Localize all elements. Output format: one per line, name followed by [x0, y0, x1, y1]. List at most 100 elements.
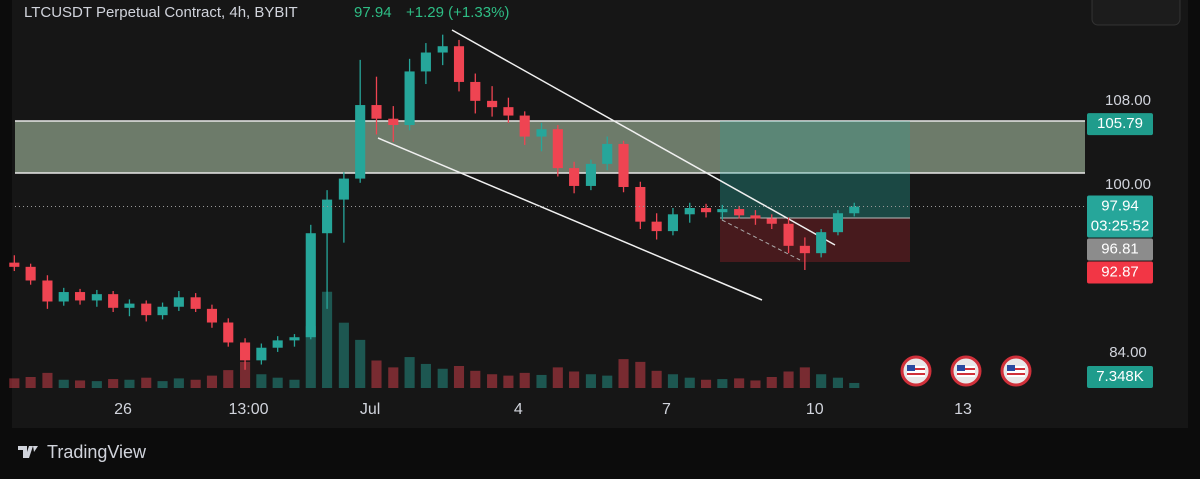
volume-bar [256, 374, 267, 388]
candle-body [420, 52, 431, 72]
trend-line [451, 29, 836, 246]
candle-body [700, 208, 712, 213]
volume-bar [108, 379, 119, 388]
candle-body [58, 292, 69, 302]
volume-bar [223, 370, 234, 388]
brand-logo[interactable]: TradingView [18, 442, 147, 462]
candle-body [437, 46, 448, 53]
candle-body [519, 115, 530, 137]
chart-panel [12, 0, 1188, 428]
volume-bar [437, 368, 448, 388]
volume-bar [91, 381, 102, 388]
volume-bar [552, 367, 563, 388]
candle-body [470, 81, 481, 101]
last-price-label: 97.94 [1101, 198, 1139, 215]
volume-bar [74, 380, 86, 388]
volume-label-box [1087, 365, 1153, 388]
series [9, 34, 860, 388]
volume-bar [470, 370, 481, 388]
volume-bar [618, 359, 629, 388]
candle-body [256, 347, 267, 361]
volume-bar [388, 367, 399, 388]
volume-bar [816, 374, 827, 388]
candle-body [157, 306, 168, 316]
volume-bar [585, 374, 596, 388]
volume-bar [58, 379, 69, 388]
volume-bar [272, 377, 283, 388]
candle-body [832, 213, 844, 233]
candle-body [750, 215, 761, 219]
volume-bar [206, 375, 218, 388]
volume-bar [157, 381, 168, 388]
volume-bar [240, 361, 251, 388]
trend-line [377, 137, 763, 301]
volume-bar [124, 379, 135, 388]
candle-body [305, 233, 316, 338]
candle-body [42, 280, 53, 302]
price-label: 92.87 [1101, 264, 1139, 281]
candle-body [635, 186, 646, 222]
volume-bar [849, 382, 860, 388]
y-tick-label: 100.00 [1105, 176, 1151, 193]
volume-bar [25, 377, 36, 388]
header-price: 97.94 [354, 4, 392, 21]
position-stop [720, 218, 910, 262]
candle-body [849, 206, 860, 214]
candle-body [355, 105, 366, 179]
x-tick-label: 13:00 [228, 401, 268, 418]
volume-bar [519, 372, 530, 388]
candle-body [585, 163, 596, 186]
candle-body [799, 245, 810, 254]
candle-body [173, 297, 184, 307]
volume-bar [799, 367, 810, 388]
price-label-box [1087, 261, 1153, 284]
candle-body [141, 303, 152, 316]
candle-body [223, 322, 234, 343]
volume-bar [420, 363, 431, 388]
candle-body [108, 294, 119, 308]
candle-body [338, 178, 349, 200]
volume-bar [371, 360, 382, 388]
price-label: 105.79 [1097, 115, 1143, 132]
toolbar-button[interactable] [1091, 0, 1181, 26]
volume-bar [651, 370, 662, 388]
y-tick-label: 84.00 [1109, 344, 1147, 361]
candle-body [190, 297, 201, 309]
volume-bar [536, 374, 547, 388]
candle-body [602, 143, 613, 164]
x-tick-label: Jul [360, 401, 380, 418]
volume-bar [750, 380, 761, 388]
candle-body [388, 118, 399, 126]
volume-bar [289, 379, 300, 388]
volume-bar [9, 378, 20, 388]
event-icons[interactable] [900, 355, 1032, 387]
volume-bar [569, 371, 580, 388]
price-label: 96.81 [1101, 241, 1139, 258]
candle-body [717, 209, 728, 213]
countdown-label: 03:25:52 [1091, 218, 1149, 235]
candle-body [766, 218, 777, 224]
candle-body [552, 129, 563, 169]
volume-bar [404, 357, 415, 388]
candle-body [651, 221, 662, 232]
position-arrow [721, 219, 801, 261]
price-label-box [1087, 238, 1153, 261]
volume-bar [42, 372, 53, 388]
candle-body [206, 308, 218, 323]
candle-body [684, 208, 695, 215]
volume-bar [832, 377, 844, 388]
volume-bar [700, 379, 712, 388]
y-tick-label: 108.00 [1105, 92, 1151, 109]
candle-body [569, 168, 580, 186]
position-target [720, 173, 910, 218]
position-target [720, 121, 910, 173]
volume-bar [173, 378, 184, 388]
volume-bar [717, 379, 728, 388]
candle-body [74, 292, 86, 301]
volume-bar [602, 375, 613, 388]
x-tick-label: 7 [662, 401, 671, 418]
volume-bar [322, 291, 333, 388]
candle-body [487, 100, 498, 108]
